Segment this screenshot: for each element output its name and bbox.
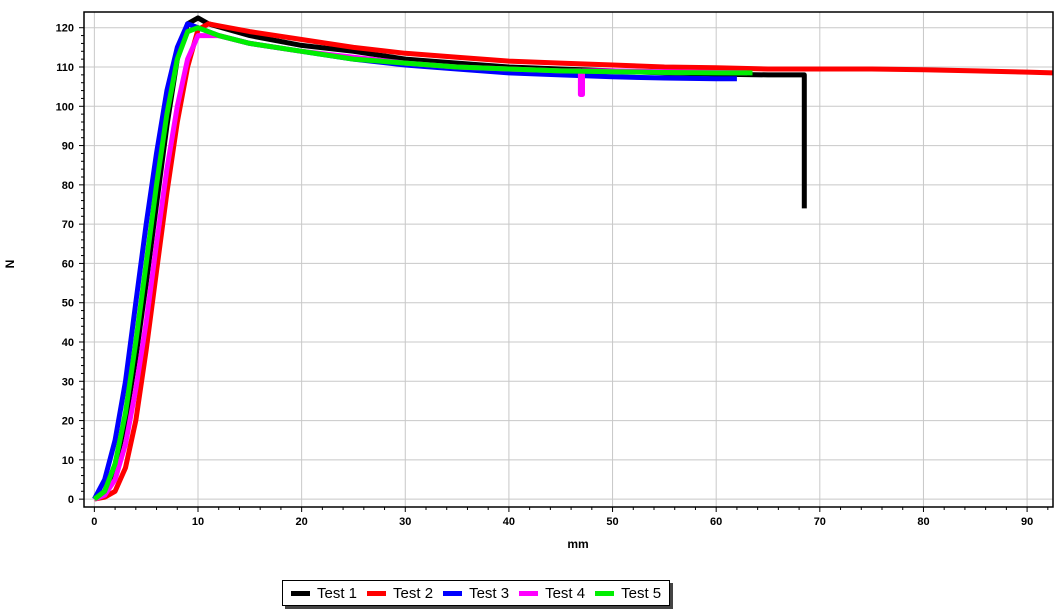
- legend-label: Test 4: [545, 584, 586, 602]
- chart-legend: Test 1 Test 2 Test 3 Test 4 Test 5: [282, 580, 671, 606]
- y-tick-label: 50: [62, 298, 74, 310]
- axis-ticks: 0 10 20 30 40 50 60 70 80 90 0 10 20 30 40 50 60 70 80 90 10…: [56, 23, 1049, 528]
- legend-label: Test 1: [317, 584, 358, 602]
- plot-area: [84, 12, 1053, 507]
- y-tick-label: 30: [62, 376, 74, 388]
- x-tick-label: 70: [814, 516, 826, 528]
- x-tick-label: 90: [1021, 516, 1033, 528]
- legend-swatch: [443, 590, 463, 596]
- y-tick-label: 110: [56, 62, 74, 74]
- legend-item-test-5: Test 5: [595, 585, 661, 602]
- x-tick-label: 20: [296, 516, 308, 528]
- legend-item-test-1: Test 1: [291, 585, 357, 602]
- legend-item-test-2: Test 2: [367, 585, 433, 602]
- x-tick-label: 0: [91, 516, 97, 528]
- y-tick-label: 60: [62, 258, 74, 270]
- legend-label: Test 3: [469, 584, 510, 602]
- legend-item-test-3: Test 3: [443, 585, 509, 602]
- legend-label: Test 2: [393, 584, 434, 602]
- legend-swatch: [519, 590, 539, 596]
- y-axis-title: N: [3, 260, 17, 269]
- y-tick-label: 90: [62, 141, 74, 153]
- legend-swatch: [595, 590, 615, 596]
- x-tick-label: 40: [503, 516, 515, 528]
- y-tick-label: 120: [56, 23, 74, 35]
- plot-frame: [83, 11, 1054, 508]
- series-line-test-2: [93, 21, 1054, 502]
- y-tick-label: 70: [62, 219, 74, 231]
- y-tick-label: 0: [68, 494, 74, 506]
- x-tick-label: 80: [917, 516, 929, 528]
- plot-border: [83, 11, 1054, 508]
- legend-item-test-4: Test 4: [519, 585, 585, 602]
- x-tick-label: 30: [399, 516, 411, 528]
- y-tick-label: 100: [56, 101, 74, 113]
- line-chart: 0 10 20 30 40 50 60 70 80 90 0 10 20 30 40 50 60 70 80 90 10…: [3, 11, 1054, 551]
- x-tick-label: 10: [192, 516, 204, 528]
- series-lines: [92, 15, 1054, 502]
- y-tick-label: 40: [62, 337, 74, 349]
- legend-label: Test 5: [621, 584, 662, 602]
- x-axis-title: mm: [567, 537, 588, 551]
- y-tick-label: 20: [62, 416, 74, 428]
- y-tick-label: 10: [62, 455, 74, 467]
- x-tick-label: 50: [606, 516, 618, 528]
- y-tick-label: 80: [62, 180, 74, 192]
- series-line-test-5: [92, 25, 753, 502]
- grid: [84, 12, 1053, 507]
- legend-swatch: [291, 590, 310, 596]
- x-tick-label: 60: [710, 516, 722, 528]
- legend-swatch: [367, 590, 387, 596]
